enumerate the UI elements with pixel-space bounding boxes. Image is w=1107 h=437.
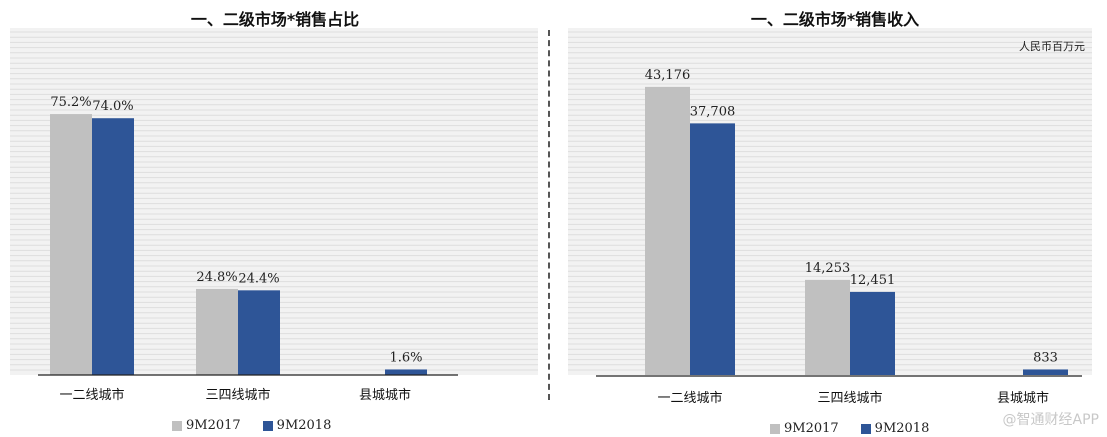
category-label: 三四线城市 [205,387,270,403]
legend-label-2018: 9M2018 [874,421,930,436]
data-label: 43,176 [645,68,691,83]
right-legend: 9M2017 9M2018 [770,421,951,436]
category-label: 县城城市 [359,387,411,403]
data-label: 75.2% [50,95,91,110]
bar-9M2018-0 [92,118,134,375]
data-label: 12,451 [850,273,896,288]
legend-item-2017: 9M2017 [770,421,839,436]
category-label: 县城城市 [997,390,1049,406]
legend-item-2018: 9M2018 [262,418,332,433]
legend-label-2017: 9M2017 [784,421,839,436]
unit-note: 人民币百万元 [1019,40,1085,53]
legend-label-2018: 9M2018 [276,418,332,433]
data-label: 14,253 [805,261,851,276]
category-label: 一二线城市 [657,390,722,406]
legend-label-2017: 9M2017 [186,418,241,433]
data-label: 1.6% [389,350,422,365]
data-label: 833 [1033,350,1058,365]
watermark: @智通财经APP [1002,412,1099,428]
bar-9M2017-0 [645,86,690,375]
data-label: 24.8% [196,270,237,285]
legend-swatch-2018 [262,420,273,431]
bar-9M2018-1 [850,291,895,375]
bar-9M2018-1 [238,290,280,375]
legend-swatch-2018 [860,423,871,434]
category-label: 一二线城市 [59,387,124,403]
legend-item-2017: 9M2017 [172,418,241,433]
right-chart-title: 一、二级市场*销售收入 [750,10,920,29]
data-label: 37,708 [690,104,736,119]
category-label: 三四线城市 [817,390,882,406]
chart-divider [548,30,550,400]
bar-9M2018-0 [690,123,735,375]
bar-9M2018-2 [1023,369,1068,375]
bar-9M2017-1 [196,288,238,375]
left-chart-title: 一、二级市场*销售占比 [190,10,360,29]
bar-9M2017-0 [50,114,92,375]
legend-swatch-2017 [770,423,780,434]
bar-9M2018-2 [385,369,427,375]
bar-9M2017-1 [805,279,850,375]
legend-item-2018: 9M2018 [860,421,930,436]
left-legend: 9M2017 9M2018 [172,418,353,433]
legend-swatch-2017 [172,420,182,431]
data-label: 74.0% [92,99,133,114]
data-label: 24.4% [238,271,279,286]
